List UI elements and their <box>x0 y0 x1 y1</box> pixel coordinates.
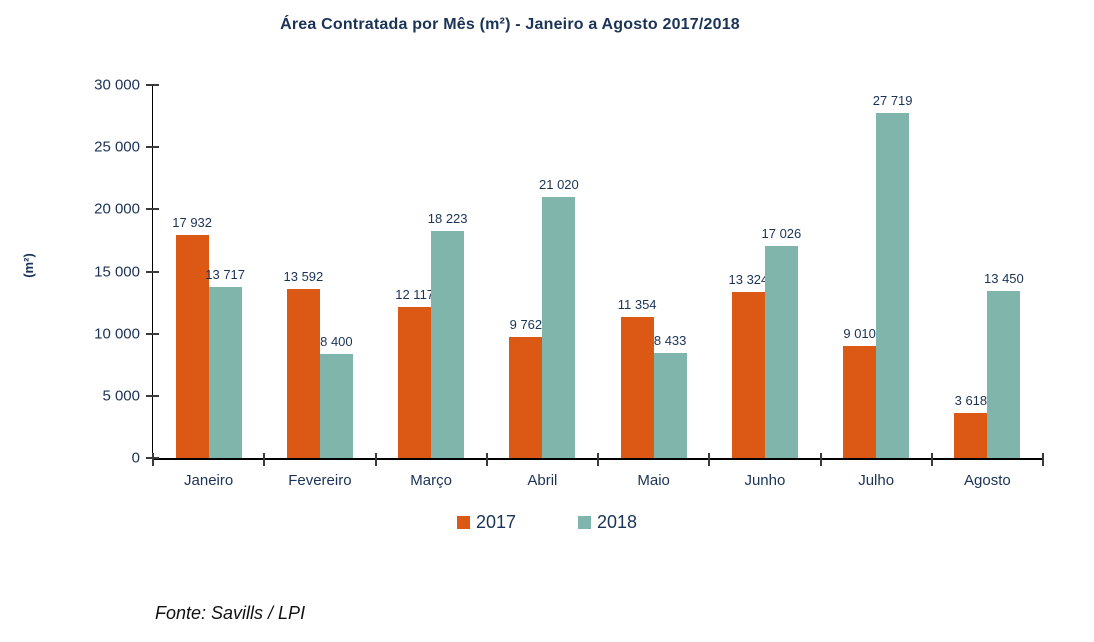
bar-value-label-2018-abril: 21 020 <box>538 176 579 192</box>
bar-2018-junho: 17 026 <box>761 226 801 458</box>
x-category-label-fevereiro: Fevereiro <box>288 472 352 489</box>
bar-group-junho: 13 324 17 026 <box>709 85 820 458</box>
bar-2017-junho: 13 324 <box>728 272 768 458</box>
legend-label-2018: 2018 <box>597 512 638 532</box>
x-category-label-junho: Junho <box>744 472 786 489</box>
bar-value-label-2017-abril: 9 762 <box>509 316 543 332</box>
x-tick <box>1042 453 1044 466</box>
x-tick <box>152 453 154 466</box>
bar-2018-março: 18 223 <box>428 211 468 458</box>
bar-value-label-2017-janeiro: 17 932 <box>172 215 213 231</box>
y-tick-label: 25 000 <box>94 138 140 156</box>
bar-2017-agosto: 3 618 <box>954 393 988 458</box>
bar-value-label-2018-julho: 27 719 <box>872 93 913 109</box>
bar-2018-fevereiro: 8 400 <box>319 334 353 458</box>
legend: 2017 2018 <box>0 512 1094 533</box>
bar-group-fevereiro: 13 592 8 400 <box>264 85 375 458</box>
bar-2018-janeiro: 13 717 <box>205 267 245 458</box>
x-tick <box>819 453 822 466</box>
bar-group-julho: 9 010 27 719 <box>821 85 932 458</box>
bar-group-janeiro: 17 932 13 717 <box>153 85 264 458</box>
legend-item-2018: 2018 <box>578 512 637 533</box>
x-category-label-abril: Abril <box>527 472 558 489</box>
bar-value-label-2018-agosto: 13 450 <box>983 270 1024 286</box>
chart-title: Área Contratada por Mês (m²) - Janeiro a… <box>280 16 740 33</box>
legend-item-2017: 2017 <box>456 512 516 533</box>
bar-2018-julho: 27 719 <box>873 93 913 458</box>
bar-2018-abril: 21 020 <box>539 177 579 458</box>
x-tick <box>930 453 933 466</box>
bar-2017-janeiro: 17 932 <box>172 215 212 458</box>
y-tick-label: 15 000 <box>94 263 140 280</box>
y-tick <box>146 208 159 211</box>
x-category-label-agosto: Agosto <box>964 472 1011 489</box>
bar-2017-julho: 9 010 <box>843 326 877 458</box>
y-tick-label: 20 000 <box>94 200 140 218</box>
x-tick <box>374 453 377 466</box>
x-category-label-janeiro: Janeiro <box>184 472 234 489</box>
bar-2018-agosto: 13 450 <box>984 271 1024 458</box>
y-tick <box>146 146 159 149</box>
bar-value-label-2018-junho: 17 026 <box>761 226 802 242</box>
x-tick <box>263 453 266 466</box>
y-tick <box>146 84 159 86</box>
bar-value-label-2017-fevereiro: 13 592 <box>283 269 324 285</box>
bar-value-label-2018-março: 18 223 <box>427 211 468 227</box>
y-tick <box>146 394 159 397</box>
x-tick <box>708 453 711 466</box>
bar-value-label-2018-fevereiro: 8 400 <box>320 333 353 349</box>
plot-area: 0 5 000 10 000 15 000 20 000 25 000 30 000 17 9… <box>94 77 1044 489</box>
x-tick <box>597 453 599 466</box>
bar-value-label-2018-maio: 8 433 <box>653 333 687 349</box>
x-category-label-maio: Maio <box>637 472 670 489</box>
bar-value-label-2017-junho: 13 324 <box>728 272 769 288</box>
y-tick <box>146 270 159 273</box>
bar-value-label-2017-maio: 11 354 <box>617 296 657 312</box>
legend-swatch-2017-icon <box>456 516 470 529</box>
source-note: Fonte: Savills / LPI <box>155 603 306 623</box>
x-tick <box>485 453 488 466</box>
bar-value-label-2017-março: 12 117 <box>395 287 435 303</box>
x-category-label-julho: Julho <box>858 472 895 489</box>
bar-group-maio: 11 354 8 433 <box>598 85 709 458</box>
y-tick-label: 30 000 <box>94 76 140 94</box>
y-axis-label: (m²) <box>20 253 36 278</box>
legend-label-2017: 2017 <box>475 512 516 532</box>
bar-2017-maio: 11 354 <box>618 297 657 458</box>
bar-2017-abril: 9 762 <box>509 317 543 458</box>
bar-2017-março: 12 117 <box>395 287 434 458</box>
legend-swatch-2018-icon <box>578 516 591 529</box>
bar-group-abril: 9 762 21 020 <box>487 85 598 458</box>
bar-value-label-2018-janeiro: 13 717 <box>205 267 246 283</box>
y-tick <box>146 332 159 335</box>
bar-2018-maio: 8 433 <box>653 333 687 458</box>
y-tick-label: 5 000 <box>102 387 140 405</box>
bar-value-label-2017-agosto: 3 618 <box>954 393 988 409</box>
bar-group-março: 12 117 18 223 <box>376 85 487 458</box>
y-tick-label: 0 <box>131 449 140 467</box>
x-category-label-março: Março <box>410 472 452 489</box>
bar-value-label-2017-julho: 9 010 <box>843 325 876 341</box>
y-tick-label: 10 000 <box>94 325 140 343</box>
bar-group-agosto: 3 618 13 450 <box>932 85 1043 458</box>
bar-2017-fevereiro: 13 592 <box>283 269 323 458</box>
